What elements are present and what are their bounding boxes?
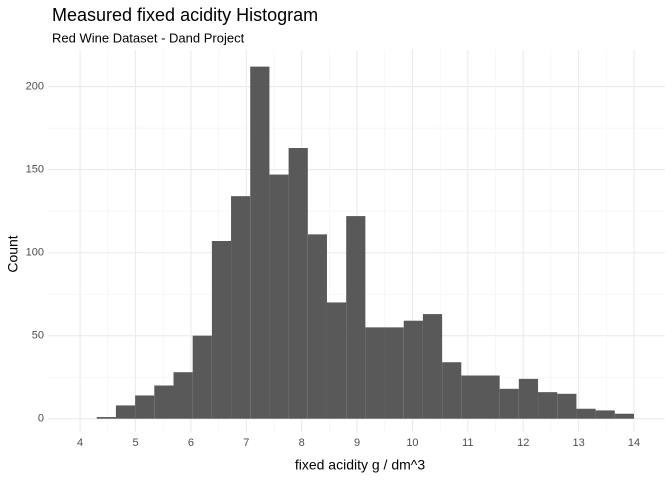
bar — [518, 378, 539, 419]
bar — [173, 372, 193, 419]
bar — [480, 375, 500, 419]
x-tick-label: 4 — [77, 437, 83, 449]
chart-title: Measured fixed acidity Histogram — [52, 5, 318, 25]
y-tick-label: 100 — [26, 247, 44, 259]
bar — [384, 327, 404, 419]
bar — [614, 413, 634, 419]
x-tick-label: 9 — [354, 437, 360, 449]
bar — [231, 196, 251, 419]
bar — [576, 408, 596, 419]
bar — [346, 216, 366, 419]
bar — [269, 174, 289, 419]
chart-subtitle: Red Wine Dataset - Dand Project — [52, 30, 245, 45]
bar — [538, 392, 558, 419]
x-tick-label: 8 — [299, 437, 305, 449]
x-tick-label: 10 — [406, 437, 418, 449]
x-tick-label: 12 — [517, 437, 529, 449]
bar — [135, 395, 155, 419]
bar — [115, 405, 136, 419]
y-tick-label: 0 — [38, 413, 44, 425]
bar — [192, 335, 212, 419]
bar — [154, 385, 174, 419]
y-tick-label: 200 — [26, 80, 44, 92]
y-tick-label: 150 — [26, 163, 44, 175]
bar — [326, 302, 347, 419]
y-tick-label: 50 — [32, 330, 44, 342]
bar — [461, 375, 481, 419]
x-tick-label: 6 — [188, 437, 194, 449]
x-tick-label: 7 — [243, 437, 249, 449]
bar — [442, 362, 462, 419]
bar — [422, 314, 443, 419]
x-axis-label: fixed acidity g / dm^3 — [295, 457, 426, 473]
bar — [557, 393, 577, 419]
x-tick-label: 11 — [462, 437, 473, 449]
bar — [365, 327, 385, 419]
bar — [250, 66, 270, 419]
bar — [595, 410, 615, 419]
x-tick-label: 5 — [132, 437, 138, 449]
x-tick-label: 13 — [572, 437, 584, 449]
bar — [499, 388, 519, 419]
x-tick-label: 14 — [628, 437, 640, 449]
y-axis-label: Count — [5, 235, 21, 272]
bar — [288, 147, 308, 419]
bar — [211, 241, 232, 419]
bar — [403, 320, 423, 419]
bar — [96, 417, 116, 419]
bar — [307, 234, 327, 419]
